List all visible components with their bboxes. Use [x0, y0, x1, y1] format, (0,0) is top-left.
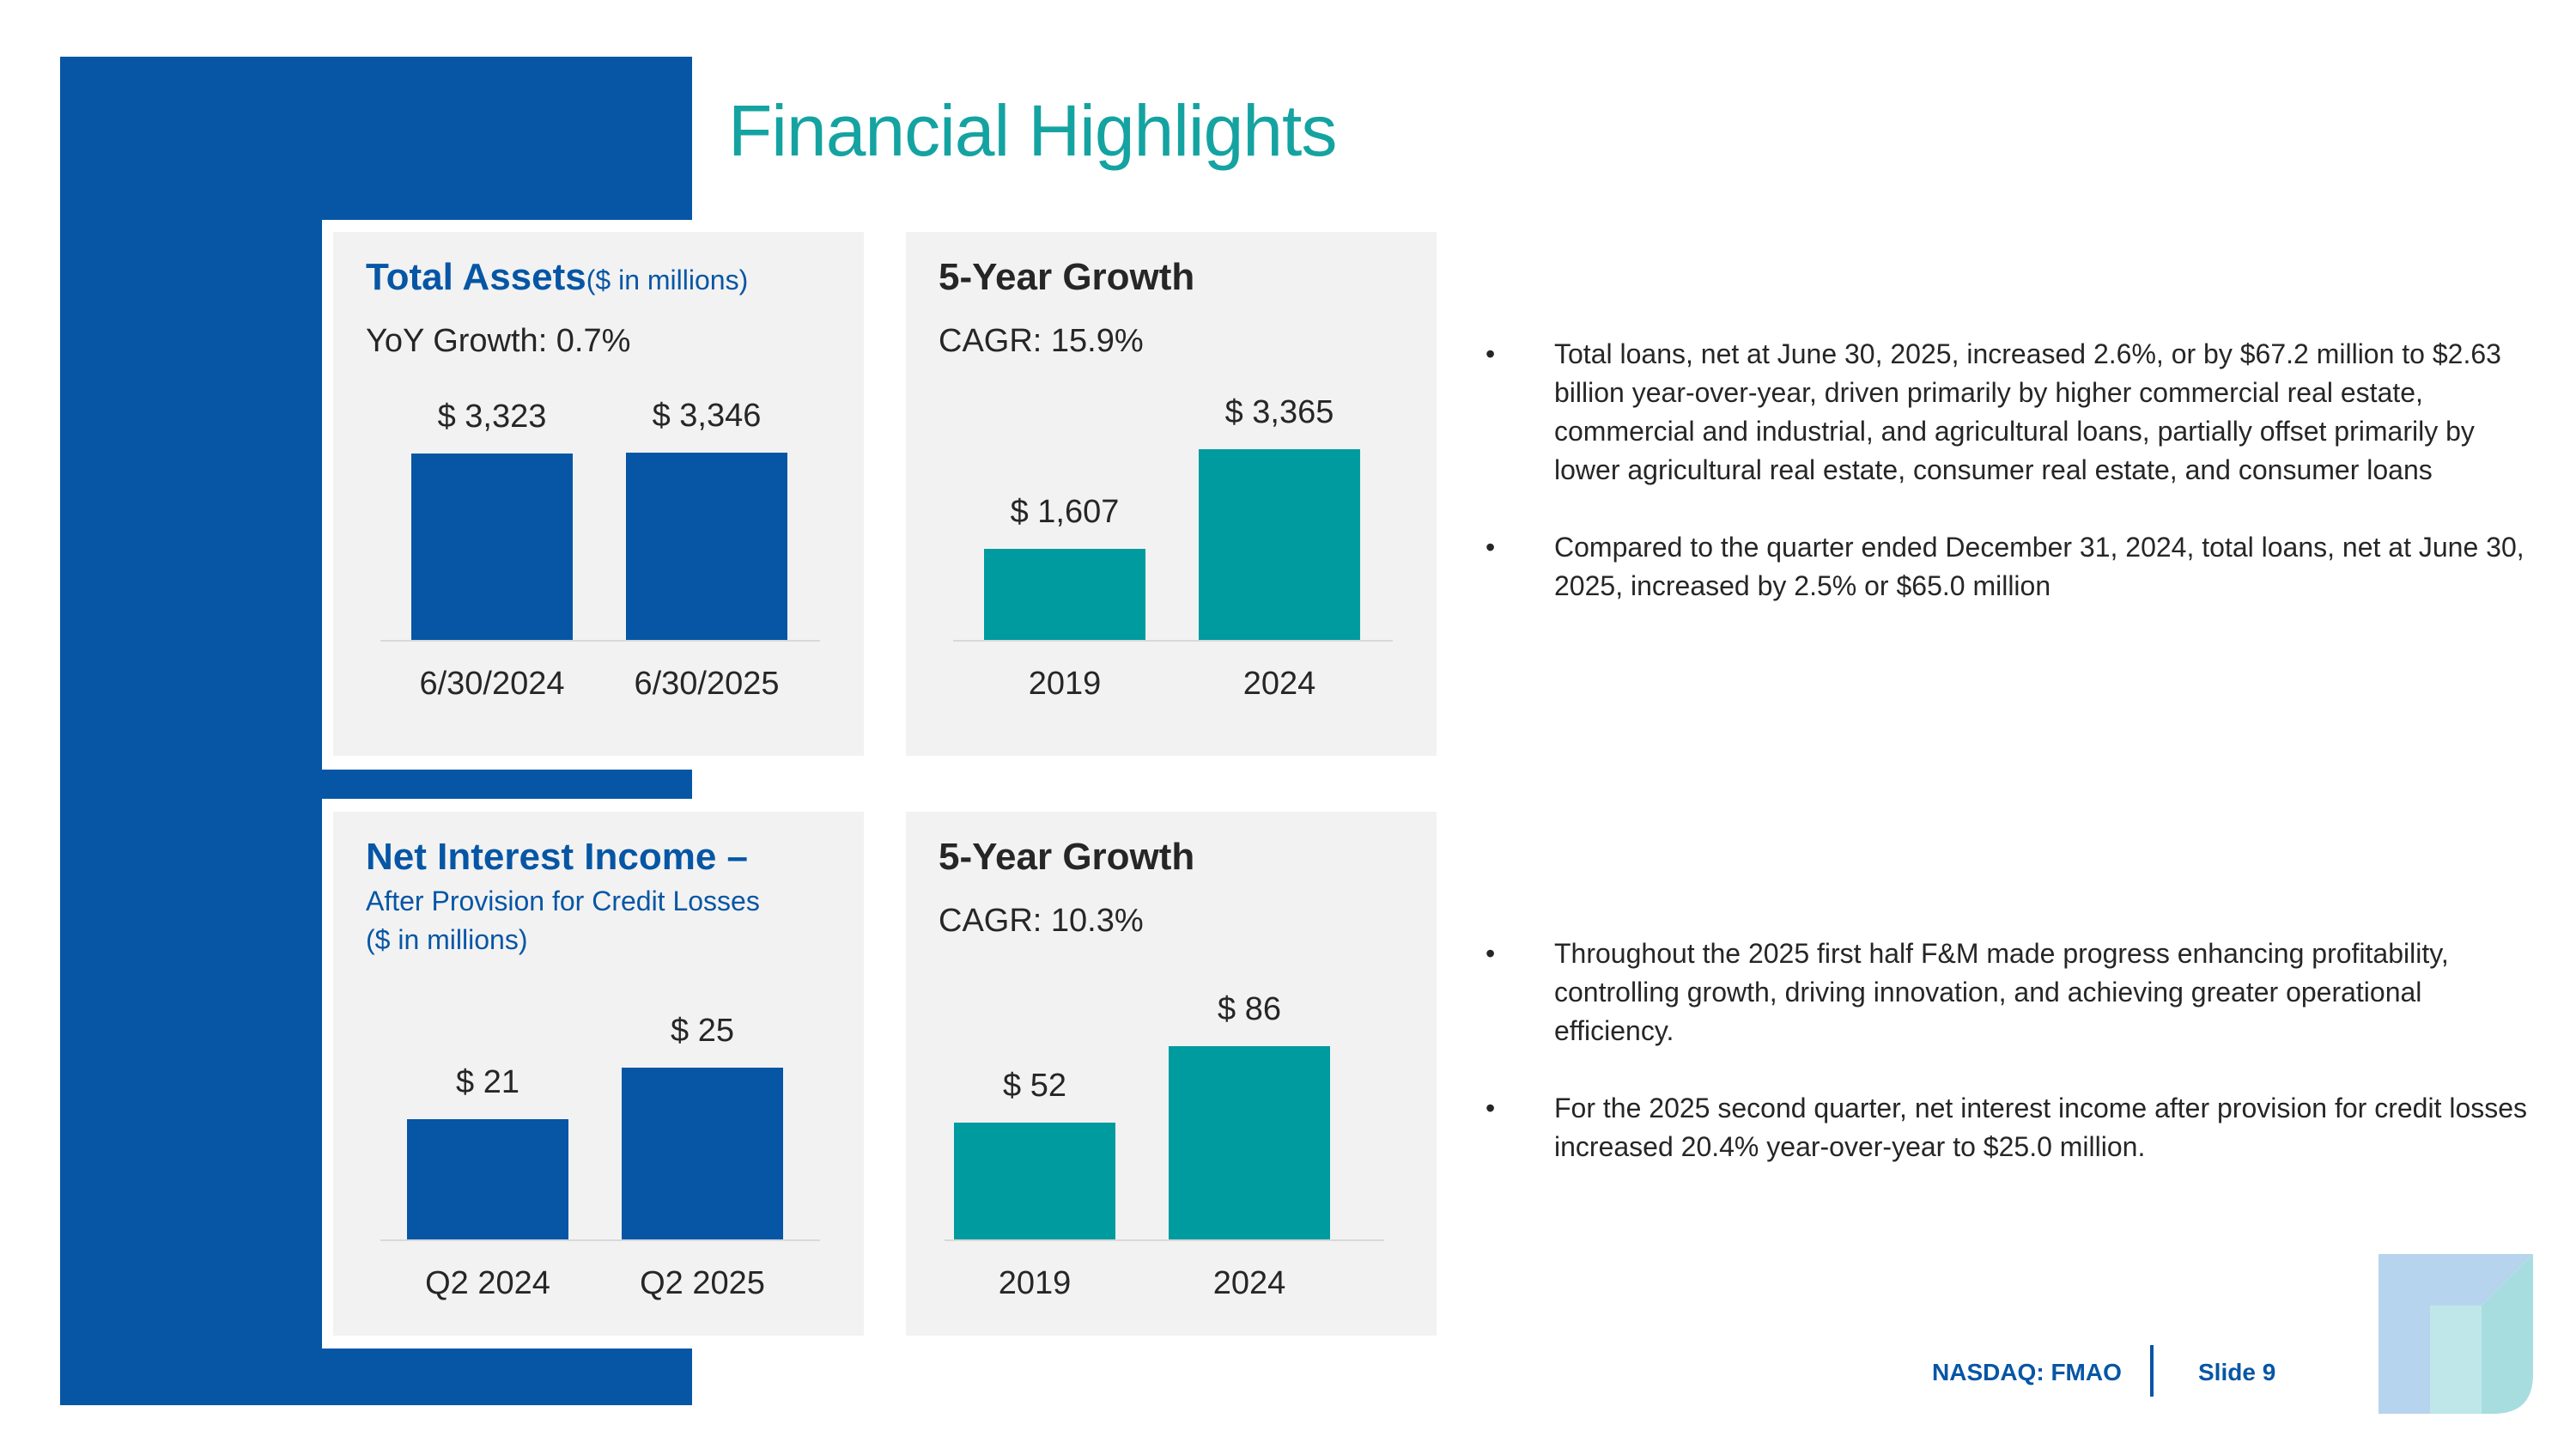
chart-axis-line: [380, 1239, 820, 1241]
bullet-icon: •: [1485, 532, 1496, 563]
bullets-bottom: • Throughout the 2025 first half F&M mad…: [1485, 935, 2533, 1205]
chart-bar: [1169, 1046, 1330, 1239]
bullet-item: • For the 2025 second quarter, net inter…: [1485, 1089, 2533, 1166]
total-assets-card: Total Assets($ in millions) YoY Growth: …: [333, 232, 864, 756]
nii-growth-card: 5-Year Growth CAGR: 10.3% $ 52 2019 $ 86 20…: [906, 812, 1437, 1336]
bullet-item: • Total loans, net at June 30, 2025, inc…: [1485, 335, 2533, 490]
total-assets-heading: Total Assets($ in millions): [366, 256, 748, 299]
chart-bar: [954, 1122, 1115, 1239]
bullet-item: • Compared to the quarter ended December…: [1485, 528, 2533, 606]
chart-category-label: 2019: [998, 1265, 1072, 1301]
footer-divider: [2150, 1345, 2154, 1397]
chart-category-label: 2024: [1242, 666, 1316, 702]
bullet-text: For the 2025 second quarter, net interes…: [1554, 1093, 2528, 1162]
chart-category-label: 6/30/2024: [419, 666, 565, 702]
bullet-text: Total loans, net at June 30, 2025, incre…: [1554, 338, 2501, 485]
page-title: Financial Highlights: [728, 90, 1337, 171]
chart-value-label: $ 3,323: [437, 399, 547, 435]
nii-subheading-line: After Provision for Credit Losses: [366, 886, 760, 916]
chart-bar: [1199, 449, 1360, 640]
chart-axis-line: [380, 640, 820, 642]
bullet-item: • Throughout the 2025 first half F&M mad…: [1485, 935, 2533, 1050]
nii-growth-cagr: CAGR: 10.3%: [939, 903, 1144, 939]
chart-value-label: $ 3,346: [652, 398, 762, 434]
chart-axis-line: [953, 640, 1393, 642]
fm-logo-icon: [2379, 1254, 2533, 1414]
total-assets-heading-text: Total Assets: [366, 256, 586, 298]
slide-number: Slide 9: [2198, 1359, 2276, 1385]
chart-category-label: 2024: [1212, 1265, 1286, 1301]
nii-units: ($ in millions): [366, 924, 528, 955]
nii-subheading: After Provision for Credit Losses ($ in …: [366, 882, 760, 959]
chart-category-label: 2019: [1028, 666, 1102, 702]
chart-value-label: $ 25: [671, 1013, 734, 1049]
nii-heading: Net Interest Income –: [366, 836, 749, 878]
bullets-top: • Total loans, net at June 30, 2025, inc…: [1485, 335, 2533, 644]
chart-axis-line: [945, 1239, 1384, 1241]
bullet-icon: •: [1485, 1093, 1496, 1123]
nii-card: Net Interest Income – After Provision fo…: [333, 812, 864, 1336]
chart-value-label: $ 3,365: [1224, 394, 1334, 430]
chart-bar: [984, 548, 1145, 640]
chart-value-label: $ 52: [1003, 1067, 1066, 1104]
chart-bar: [622, 1068, 783, 1239]
nii-growth-heading: 5-Year Growth: [939, 836, 1195, 878]
bullet-text: Throughout the 2025 first half F&M made …: [1554, 938, 2449, 1046]
chart-bar: [626, 453, 787, 640]
chart-value-label: $ 86: [1218, 991, 1281, 1027]
total-assets-yoy: YoY Growth: 0.7%: [366, 323, 631, 359]
chart-bar: [407, 1119, 568, 1239]
chart-category-label: 6/30/2025: [634, 666, 780, 702]
bullet-icon: •: [1485, 938, 1496, 969]
chart-bar: [411, 454, 573, 640]
total-assets-units: ($ in millions): [586, 265, 749, 295]
assets-growth-heading: 5-Year Growth: [939, 256, 1195, 298]
chart-category-label: Q2 2025: [640, 1265, 765, 1301]
assets-growth-cagr: CAGR: 15.9%: [939, 323, 1144, 359]
footer-ticker: NASDAQ: FMAO: [1932, 1359, 2122, 1385]
chart-category-label: Q2 2024: [425, 1265, 550, 1301]
bullet-icon: •: [1485, 338, 1496, 369]
bullet-text: Compared to the quarter ended December 3…: [1554, 532, 2524, 601]
chart-value-label: $ 1,607: [1010, 493, 1120, 530]
chart-value-label: $ 21: [456, 1064, 519, 1100]
assets-growth-card: 5-Year Growth CAGR: 15.9% $ 1,607 2019 $ 3…: [906, 232, 1437, 756]
